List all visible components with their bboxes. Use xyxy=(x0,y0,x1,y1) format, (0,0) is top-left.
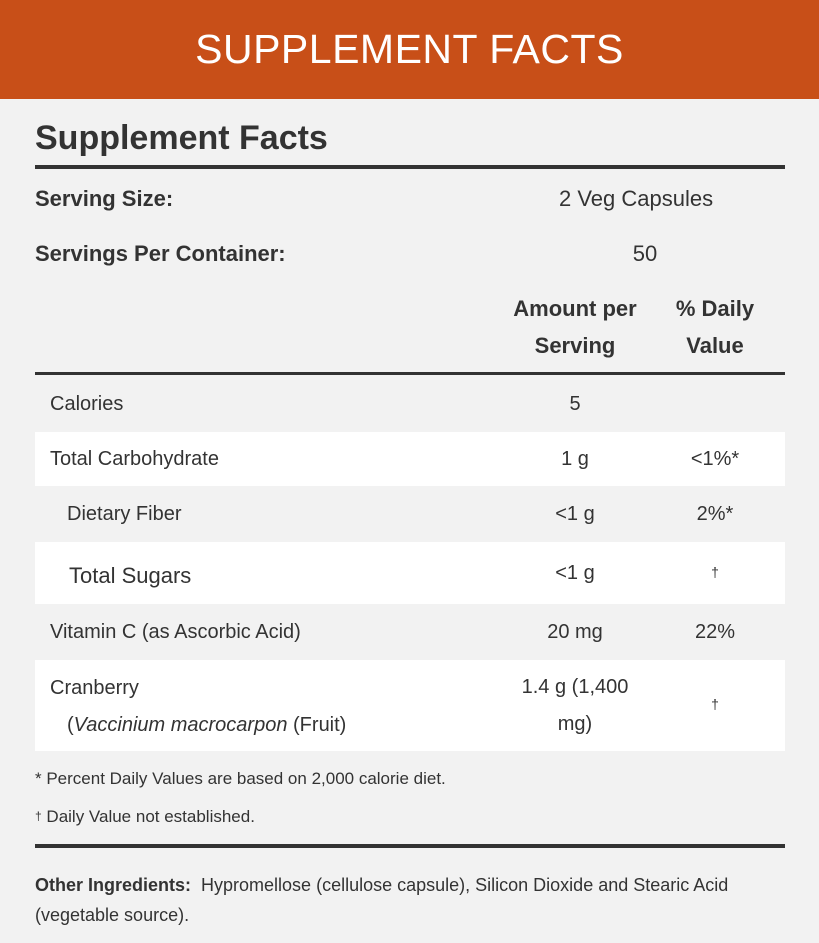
dv-header-line1: % Daily xyxy=(675,296,755,321)
nutrient-name: Total Sugars xyxy=(69,563,192,588)
footnote-dagger-text: Daily Value not established. xyxy=(41,807,255,826)
dv-header-line2: Value xyxy=(686,333,744,358)
table-row: Total Sugars <1 g † xyxy=(35,542,785,604)
footnote-percent-daily: * Percent Daily Values are based on 2,00… xyxy=(35,769,446,788)
supplement-facts-panel: Supplement Facts Serving Size: 2 Veg Cap… xyxy=(35,99,785,943)
paren: ( xyxy=(67,714,74,736)
serving-size-label: Serving Size: xyxy=(35,186,174,211)
nutrient-daily-value: 2%* xyxy=(696,503,734,525)
header-banner: SUPPLEMENT FACTS xyxy=(0,0,819,99)
daily-value-header: % Daily Value xyxy=(660,290,770,364)
latin-name: Vaccinium macrocarpon xyxy=(73,714,288,736)
nutrient-amount: <1 g xyxy=(555,562,595,584)
table-row: Cranberry (Vaccinium macrocarpon (Fruit)… xyxy=(35,660,785,751)
table-row: Dietary Fiber <1 g 2%* xyxy=(35,486,785,542)
nutrient-amount: 20 mg xyxy=(547,621,603,643)
nutrient-daily-value: <1%* xyxy=(690,448,740,470)
nutrient-name: Total Carbohydrate xyxy=(50,448,219,470)
divider xyxy=(35,844,785,848)
amount-line2: mg) xyxy=(557,713,593,735)
nutrient-name: Dietary Fiber xyxy=(67,503,182,525)
nutrient-name: Calories xyxy=(50,393,124,415)
amount-per-serving-header: Amount per Serving xyxy=(485,290,665,364)
servings-per-container-label: Servings Per Container: xyxy=(35,241,286,266)
banner-title: SUPPLEMENT FACTS xyxy=(195,26,624,72)
plant-part: (Fruit) xyxy=(287,714,347,736)
amount-header-line2: Serving xyxy=(534,333,616,358)
nutrient-name: Cranberry xyxy=(50,677,139,699)
dagger-mark: † xyxy=(35,809,42,823)
facts-heading: Supplement Facts xyxy=(35,119,328,157)
table-row: Calories 5 xyxy=(35,376,785,431)
nutrient-daily-value: † xyxy=(711,564,719,580)
nutrient-daily-value: 22% xyxy=(694,621,736,643)
nutrient-latin-name: (Vaccinium macrocarpon (Fruit) xyxy=(67,714,346,737)
amount-line1: 1.4 g (1,400 xyxy=(521,676,629,698)
footnote-dagger: † Daily Value not established. xyxy=(35,807,255,827)
other-ingredients-label: Other Ingredients: xyxy=(35,875,192,895)
nutrient-name: Vitamin C (as Ascorbic Acid) xyxy=(50,621,301,643)
other-ingredients: Other Ingredients: Hypromellose (cellulo… xyxy=(35,870,775,930)
divider xyxy=(35,372,785,375)
nutrient-amount: <1 g xyxy=(555,503,595,525)
divider xyxy=(35,165,785,169)
nutrient-amount: 1.4 g (1,400 mg) xyxy=(475,669,675,743)
nutrient-daily-value: † xyxy=(711,696,719,712)
nutrient-amount: 5 xyxy=(569,393,581,415)
table-row: Vitamin C (as Ascorbic Acid) 20 mg 22% xyxy=(35,604,785,660)
serving-size-value: 2 Veg Capsules xyxy=(559,186,714,211)
other-ingredients-text: Hypromellose (cellulose capsule), Silico… xyxy=(35,875,729,925)
amount-header-line1: Amount per xyxy=(513,296,637,321)
nutrient-amount: 1 g xyxy=(561,448,589,470)
table-row: Total Carbohydrate 1 g <1%* xyxy=(35,432,785,486)
servings-per-container-value: 50 xyxy=(632,241,658,266)
